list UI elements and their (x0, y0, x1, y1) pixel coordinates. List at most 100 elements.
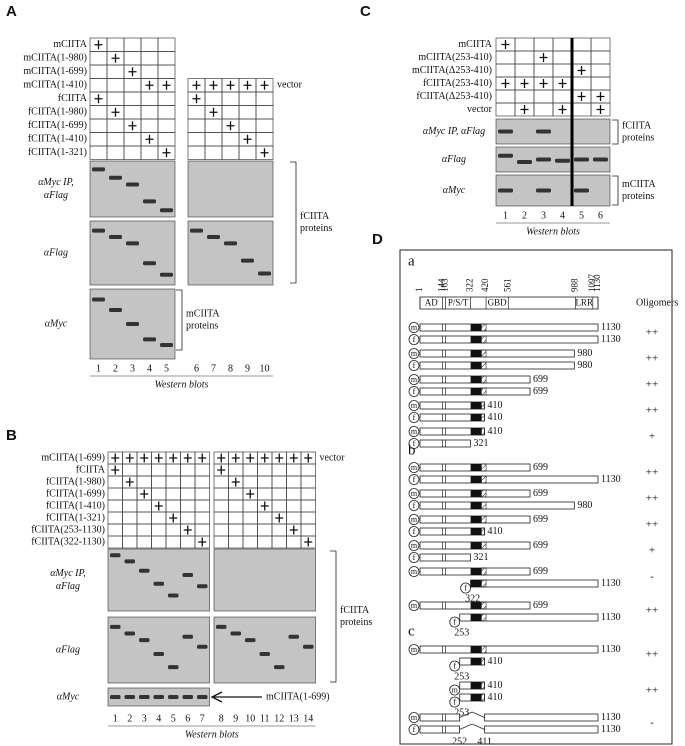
grid-cell (242, 463, 258, 477)
grid-cell (123, 105, 142, 120)
grid-cell (106, 91, 125, 106)
plus-mark (596, 92, 605, 101)
plus-mark (192, 80, 201, 90)
bar-core (470, 324, 482, 331)
grid-cell (140, 37, 159, 52)
tag-circle (408, 348, 420, 359)
plus-mark (304, 453, 313, 463)
plus-mark (111, 53, 120, 63)
deletion-link (459, 723, 485, 730)
tag-label: m (411, 515, 418, 524)
grid-cell (552, 89, 573, 104)
section-label: b (408, 442, 416, 458)
construct-bar (484, 713, 599, 722)
band (126, 241, 139, 246)
plus-mark (304, 537, 313, 547)
grid-cell (187, 145, 206, 160)
start-label: 253 (454, 671, 469, 682)
band (536, 188, 551, 193)
plus-mark (217, 453, 226, 463)
grid-cell (228, 487, 244, 501)
tag-circle (408, 462, 420, 473)
start-label: 253 (454, 707, 469, 718)
row-label: fCIITA(1-321) (28, 147, 87, 158)
grid-cell (257, 535, 273, 549)
lane-number: 2 (113, 363, 118, 374)
grid-cell (533, 37, 554, 52)
grid-cell (533, 102, 554, 117)
bar-hatch (481, 579, 487, 588)
start-label: 253 (454, 627, 469, 638)
tag-circle (408, 374, 420, 385)
grid-cell (495, 102, 516, 117)
grid-cell (136, 475, 152, 489)
oligomer-score: ++ (646, 519, 658, 531)
plus-mark (192, 94, 201, 104)
band (593, 157, 608, 162)
band (139, 638, 150, 643)
bar-hatch (481, 335, 487, 344)
row-label: fCIITA(322-1130) (31, 536, 105, 547)
tag-label: m (411, 463, 418, 472)
bar-core (470, 476, 482, 483)
grid-cell (590, 37, 611, 52)
grid-cell (221, 105, 240, 120)
band (124, 695, 135, 699)
grid-cell (140, 51, 159, 66)
blot-label: αMyc (57, 691, 80, 702)
grid-cell (255, 118, 274, 133)
bar-hatch (481, 693, 485, 702)
end-label: 699 (533, 514, 548, 525)
tag-circle (408, 412, 420, 423)
grid-cell (157, 118, 176, 133)
lane-number: 6 (194, 363, 199, 374)
position-label: 1130 (592, 274, 602, 292)
lane-number: 4 (156, 713, 161, 724)
bar-core (470, 376, 482, 383)
section-label: c (408, 623, 415, 639)
construct-bar (470, 579, 599, 588)
grid-cell (514, 63, 535, 78)
grid-cell (300, 487, 316, 501)
bar-hatch (481, 375, 487, 384)
grid-cell (123, 78, 142, 93)
end-label: 699 (533, 374, 548, 385)
grid-cell (213, 487, 229, 501)
band (274, 665, 285, 670)
plus-mark (111, 453, 120, 463)
end-label: 1130 (601, 612, 621, 623)
end-label: 980 (577, 348, 592, 359)
end-label: 1130 (601, 712, 621, 723)
bracket-label: mCIITA (622, 179, 656, 190)
lane-number: 8 (228, 363, 233, 374)
band (109, 235, 122, 239)
grid-cell (136, 511, 152, 525)
plus-mark (111, 465, 120, 475)
row-label: fCIITA(1-980) (46, 476, 105, 487)
grid-cell (89, 145, 108, 160)
plus-mark (140, 489, 149, 499)
bracket (612, 119, 619, 145)
blot (495, 146, 611, 173)
position-label: 561 (502, 279, 512, 293)
grid-cell (242, 511, 258, 525)
grid-cell (228, 463, 244, 477)
grid-cell (165, 487, 181, 501)
panel-letter: B (6, 427, 17, 444)
band (160, 208, 173, 213)
plus-mark (94, 94, 103, 104)
band (498, 153, 513, 158)
plus-mark (260, 501, 269, 511)
band (168, 665, 179, 670)
bar-core (470, 464, 482, 471)
tag-label: f (453, 697, 456, 706)
grid-cell (204, 132, 223, 147)
tag-circle (408, 526, 420, 537)
grid-cell (140, 105, 159, 120)
oligomer-score: ++ (646, 379, 658, 391)
blot (213, 548, 316, 612)
tag-circle (408, 566, 420, 577)
band (536, 157, 551, 162)
tag-label: m (411, 567, 418, 576)
grid-cell (242, 499, 258, 513)
